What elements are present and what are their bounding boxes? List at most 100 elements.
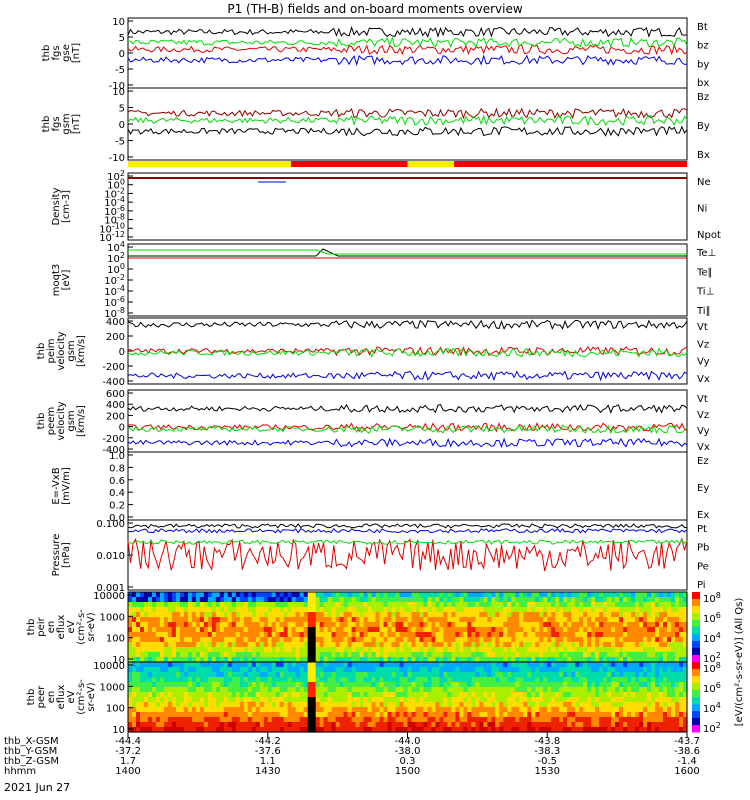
- spectrum-cell: [603, 647, 608, 653]
- spectrum-cell: [535, 707, 540, 713]
- spectrum-cell: [235, 707, 241, 713]
- spectrum-cell: [559, 697, 564, 703]
- spectrum-cell: [331, 592, 337, 598]
- spectrum-cell: [367, 712, 373, 718]
- spectrum-cell: [231, 612, 237, 618]
- spectrum-cell: [351, 682, 357, 688]
- spectrum-cell: [435, 667, 440, 673]
- spectrum-cell: [491, 627, 496, 633]
- spectrum-cell: [395, 662, 401, 668]
- spectrum-cell: [643, 622, 648, 628]
- spectrum-cell: [315, 697, 321, 703]
- spectrum-cell: [587, 672, 592, 678]
- spectrum-cell: [591, 677, 596, 683]
- spectrum-cell: [507, 687, 512, 693]
- spectrum-cell: [531, 697, 536, 703]
- spectrum-cell: [179, 677, 185, 683]
- spectrum-cell: [311, 652, 317, 658]
- spectrum-cell: [395, 632, 401, 638]
- spectrum-cell: [619, 597, 624, 603]
- y-axis-label: peer: [36, 685, 47, 709]
- spectrum-cell: [543, 702, 548, 708]
- spectrum-cell: [603, 612, 608, 618]
- spectrum-cell: [615, 622, 620, 628]
- spectrum-cell: [451, 687, 456, 693]
- spectrum-cell: [639, 662, 644, 668]
- spectrum-cell: [531, 657, 536, 663]
- spectrum-cell: [331, 617, 337, 623]
- spectrum-cell: [519, 667, 524, 673]
- spectrum-cell: [291, 712, 297, 718]
- spectrum-cell: [451, 627, 456, 633]
- spectrum-cell: [579, 697, 584, 703]
- spectrum-cell: [571, 722, 576, 728]
- spectrum-cell: [555, 627, 560, 633]
- spectrum-cell: [415, 707, 421, 713]
- spectrum-cell: [515, 612, 520, 618]
- spectrum-cell: [455, 652, 460, 658]
- spectrum-cell: [343, 717, 349, 723]
- y-tick-label: -10: [109, 153, 125, 164]
- spectrum-cell: [455, 717, 460, 723]
- spectrum-cell: [591, 722, 596, 728]
- spectrum-cell: [331, 727, 337, 733]
- spectrum-cell: [679, 592, 684, 598]
- spectrum-cell: [439, 662, 444, 668]
- y-tick-label: 5: [119, 104, 125, 115]
- spectrum-cell: [443, 697, 448, 703]
- spectrum-cell: [175, 692, 181, 698]
- spectrum-cell: [335, 597, 341, 603]
- spectrum-cell: [447, 727, 452, 733]
- colorbar-swatch: [692, 613, 700, 621]
- spectrum-cell: [643, 592, 648, 598]
- spectrum-cell: [587, 677, 592, 683]
- spectrum-cell: [383, 632, 389, 638]
- spectrum-cell: [148, 692, 153, 698]
- spectrum-cell: [583, 617, 588, 623]
- spectrum-cell: [215, 712, 221, 718]
- spectrum-cell: [215, 632, 221, 638]
- spectrum-cell: [615, 682, 620, 688]
- spectrum-cell: [167, 602, 173, 608]
- spectrum-cell: [291, 602, 297, 608]
- spectrum-cell: [499, 627, 504, 633]
- spectrum-cell: [271, 652, 277, 658]
- spectrum-cell: [279, 662, 285, 668]
- spectrum-cell: [431, 592, 437, 598]
- spectrum-cell: [136, 722, 141, 728]
- spectrum-cell: [347, 662, 353, 668]
- spectrum-cell: [651, 622, 656, 628]
- spectrum-cell: [163, 647, 169, 653]
- spectrum-cell: [415, 627, 421, 633]
- spectrum-cell: [140, 652, 145, 658]
- series-line-Vz: [127, 421, 688, 433]
- spectrum-cell: [623, 637, 628, 643]
- spectrum-cell: [567, 642, 572, 648]
- spectrum-cell: [179, 617, 185, 623]
- spectrum-cell: [263, 707, 269, 713]
- spectrum-cell: [375, 622, 381, 628]
- y-axis-label: moqt3: [51, 264, 62, 297]
- spectrum-cell: [287, 627, 293, 633]
- spectrum-cell: [415, 667, 421, 673]
- y-axis-label: gsm: [66, 340, 77, 361]
- spectrum-cell: [327, 717, 333, 723]
- spectrum-cell: [619, 677, 624, 683]
- spectrum-cell: [639, 677, 644, 683]
- spectrum-cell: [583, 702, 588, 708]
- spectrum-cell: [235, 607, 241, 613]
- spectrum-cell: [595, 727, 600, 733]
- spectrum-cell: [291, 692, 297, 698]
- spectrum-cell: [231, 697, 237, 703]
- spectrum-cell: [671, 687, 676, 693]
- spectrum-cell: [583, 682, 588, 688]
- spectrum-cell: [203, 657, 209, 663]
- spectrum-cell: [459, 717, 464, 723]
- spectrum-cell: [531, 622, 536, 628]
- spectrum-cell: [275, 672, 281, 678]
- spectrum-cell: [663, 692, 668, 698]
- spectrum-cell: [207, 617, 213, 623]
- spectrum-cell: [491, 672, 496, 678]
- spectrum-cell: [411, 647, 417, 653]
